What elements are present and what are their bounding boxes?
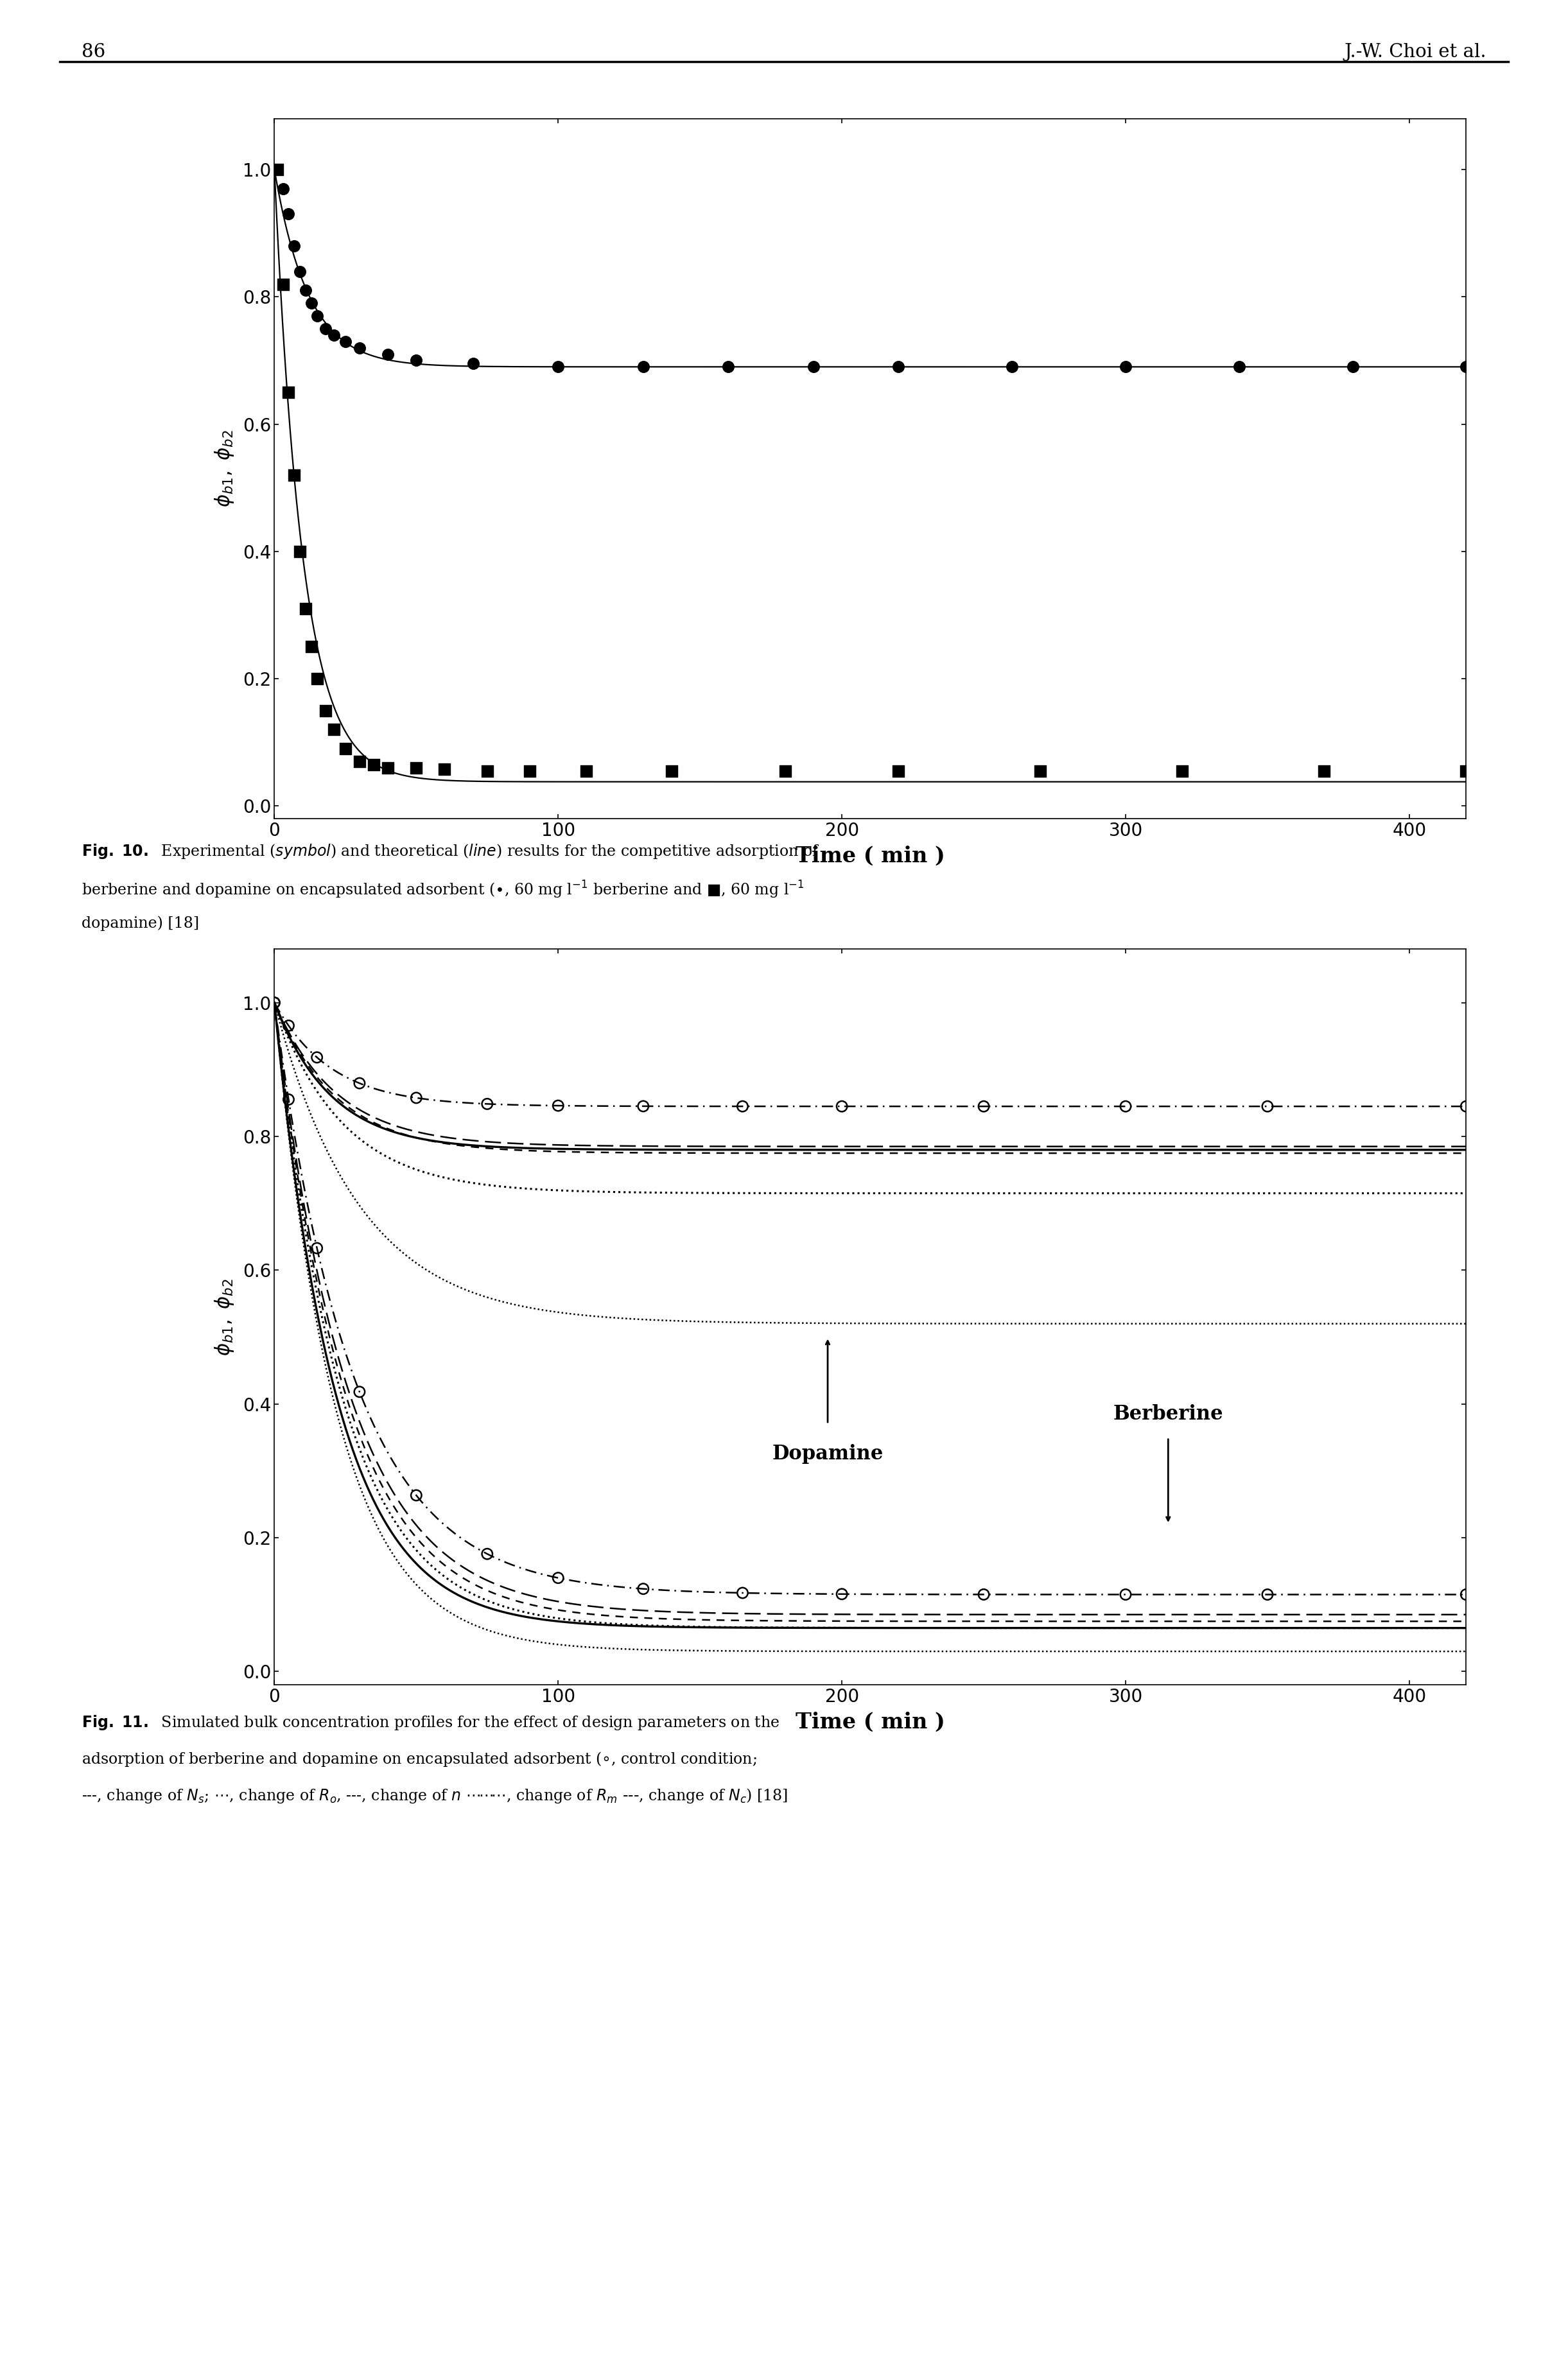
Point (475, 1084, 500, 1122)
Point (1312, 752, 1338, 790)
Point (347, 743, 372, 781)
Text: adsorption of berberine and dopamine on encapsulated adsorbent ($\circ$, control: adsorption of berberine and dopamine on … (82, 1751, 757, 1768)
Point (282, 228, 307, 266)
Point (347, 1063, 372, 1101)
Point (332, 323, 358, 361)
Point (517, 752, 543, 790)
Point (999, 349, 1024, 387)
Point (262, 985, 287, 1023)
Point (276, 195, 301, 233)
Point (347, 1374, 372, 1412)
Point (1113, 349, 1138, 387)
Point (433, 750, 458, 788)
Point (886, 349, 911, 387)
Point (304, 1039, 329, 1077)
Point (304, 1229, 329, 1267)
Point (321, 316, 347, 354)
Point (262, 985, 287, 1023)
Point (1170, 752, 1195, 790)
Text: $\mathbf{Fig.\ 10.}$  Experimental ($\mathit{symbol}$) and theoretical ($\mathit: $\mathbf{Fig.\ 10.}$ Experimental ($\mat… (82, 842, 820, 861)
Text: dopamine) [18]: dopamine) [18] (82, 916, 199, 930)
Point (276, 373, 301, 411)
Point (293, 589, 318, 626)
Point (1113, 1576, 1138, 1614)
Point (276, 1080, 301, 1118)
Point (1454, 1576, 1479, 1614)
Point (282, 456, 307, 494)
Point (403, 1476, 428, 1514)
Point (403, 342, 428, 380)
Point (659, 752, 684, 790)
Point (299, 285, 325, 323)
Point (1029, 752, 1054, 790)
Point (773, 752, 798, 790)
Point (276, 1006, 301, 1044)
Point (1454, 1087, 1479, 1125)
Point (1113, 1087, 1138, 1125)
Point (403, 750, 428, 788)
Point (361, 745, 386, 783)
Point (971, 1576, 996, 1614)
Point (829, 1576, 855, 1614)
Point (461, 344, 486, 382)
Point (299, 629, 325, 667)
Point (630, 1571, 655, 1609)
Point (630, 1087, 655, 1125)
Point (1254, 1576, 1279, 1614)
Y-axis label: $\phi_{b1},\ \phi_{b2}$: $\phi_{b1},\ \phi_{b2}$ (213, 1279, 235, 1355)
Text: Berberine: Berberine (1113, 1405, 1223, 1424)
Point (1341, 349, 1366, 387)
Point (886, 752, 911, 790)
Point (717, 349, 742, 387)
Point (801, 349, 826, 387)
Point (265, 149, 290, 187)
Point (829, 1087, 855, 1125)
Text: Dopamine: Dopamine (771, 1445, 883, 1464)
Point (270, 171, 295, 209)
Y-axis label: $\phi_{b1},\ \phi_{b2}$: $\phi_{b1},\ \phi_{b2}$ (213, 430, 235, 508)
Point (731, 1573, 756, 1611)
Point (321, 710, 347, 747)
Point (293, 271, 318, 308)
Point (475, 752, 500, 790)
Point (287, 252, 312, 290)
Point (314, 691, 339, 729)
X-axis label: Time ( min ): Time ( min ) (795, 1711, 946, 1732)
Point (265, 149, 290, 187)
Point (731, 1087, 756, 1125)
Point (304, 297, 329, 335)
Point (1454, 752, 1479, 790)
Point (546, 1559, 571, 1597)
Point (332, 729, 358, 766)
Point (546, 1087, 571, 1125)
Point (375, 335, 400, 373)
Point (630, 349, 655, 387)
Point (314, 311, 339, 349)
Point (347, 330, 372, 368)
Point (1254, 1087, 1279, 1125)
Point (304, 660, 329, 698)
Point (1454, 349, 1479, 387)
Text: $\mathbf{Fig.\ 11.}$  Simulated bulk concentration profiles for the effect of de: $\mathbf{Fig.\ 11.}$ Simulated bulk conc… (82, 1713, 779, 1732)
Point (475, 1535, 500, 1573)
Point (546, 349, 571, 387)
Point (287, 532, 312, 570)
Point (375, 750, 400, 788)
Text: 86: 86 (82, 43, 105, 62)
Point (270, 266, 295, 304)
Point (971, 1087, 996, 1125)
Point (403, 1080, 428, 1118)
Text: J.-W. Choi et al.: J.-W. Choi et al. (1344, 43, 1486, 62)
Point (1226, 349, 1251, 387)
Text: berberine and dopamine on encapsulated adsorbent ($\bullet$, 60 mg l$^{-1}$ berb: berberine and dopamine on encapsulated a… (82, 878, 804, 899)
Text: ---, change of $N_s$; $\cdots$, change of $R_o$, ---, change of $n$ $\cdots\!\cd: ---, change of $N_s$; $\cdots$, change o… (82, 1787, 789, 1806)
X-axis label: Time ( min ): Time ( min ) (795, 845, 946, 866)
Point (574, 752, 599, 790)
